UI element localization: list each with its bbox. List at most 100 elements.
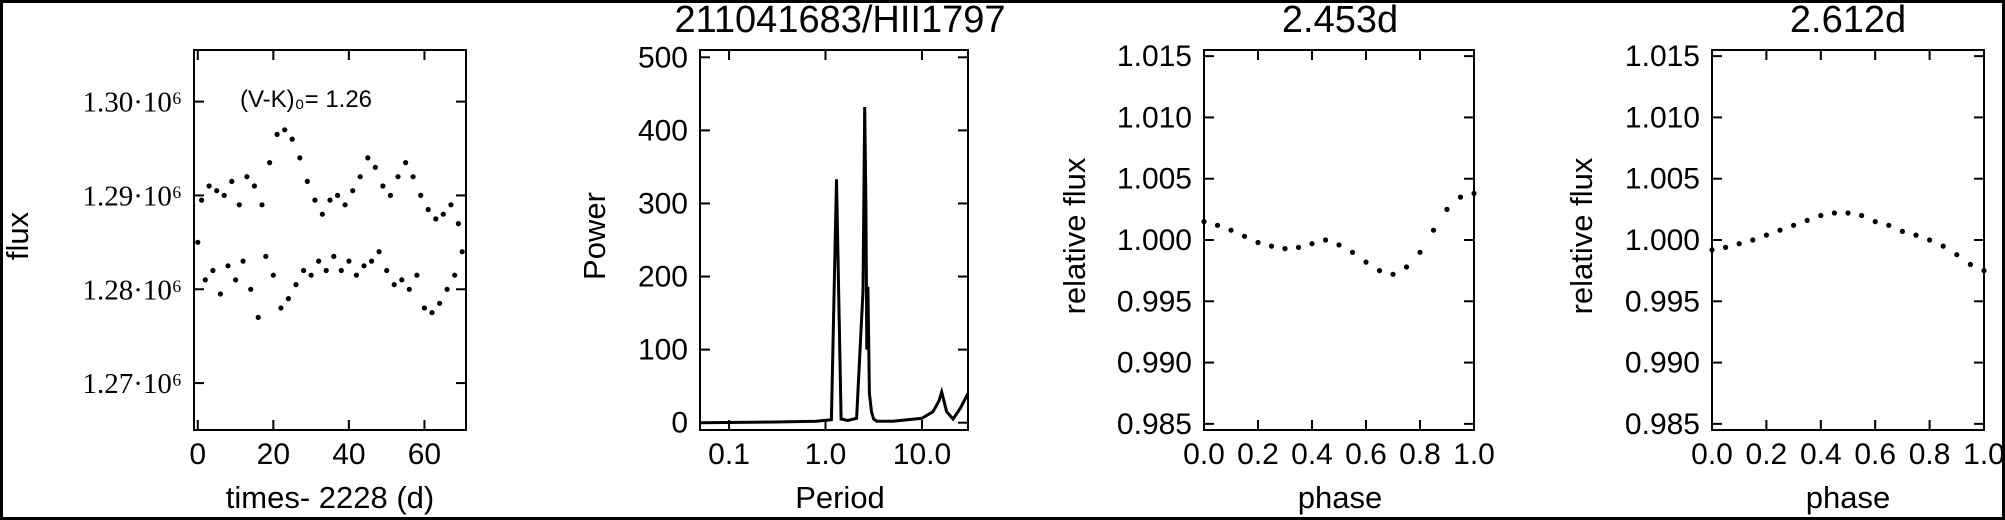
phase1-xtick-label: 0.6 [1345,438,1387,471]
lightcurve-data-point [387,192,393,198]
lightcurve-data-point [304,178,310,184]
lightcurve-ytick-label: 1.29·10⁶ [82,180,182,212]
phase1-data-point [1295,244,1302,250]
lightcurve-data-point [384,267,390,274]
lightcurve-annotation: (V-K)₀= 1.26 [240,86,372,113]
panel-periodogram: 211041683/HII1797 Power Period 0.1 1.0 10.… [577,0,1006,515]
phase1-ytick-label: 1.005 [1117,163,1192,196]
phase1-data-point [1228,227,1234,233]
lightcurve-data-point [406,286,412,292]
lightcurve-data-point [210,267,216,274]
phase1-ytick-label: 1.010 [1117,101,1192,134]
lightcurve-data-point [319,211,325,217]
lightcurve-data-point [255,314,261,320]
phase2-data-point [1967,261,1973,268]
lightcurve-xtick-label: 20 [257,438,290,471]
lightcurve-data-point [399,277,405,283]
phase1-data-point [1376,268,1383,274]
periodogram-ylabel: Power [577,192,612,280]
phase2-data-point [1750,237,1756,243]
phase1-xtick-label: 0.8 [1399,438,1441,471]
periodogram-ytick-label: 300 [638,187,688,220]
phase2-data-point [1804,217,1810,223]
lightcurve-data-point [214,188,220,194]
panel-phase2: 2.612d relative flux phase 0.0 0.2 0.4 0.6 0… [1564,0,2005,515]
lightcurve-data-point [274,131,280,137]
lightcurve-data-point [297,155,303,161]
phase2-data-point [1777,227,1783,233]
phase2-title: 2.612d [1790,0,1906,41]
lightcurve-data-point [372,164,378,170]
lightcurve-data-point [395,174,401,180]
periodogram-ytick-label: 100 [638,334,688,367]
phase2-data-point [1954,252,1960,258]
lightcurve-data-point [285,296,291,302]
lightcurve-data-point [346,258,352,264]
lightcurve-data-point [350,188,356,194]
phase2-ylabel: relative flux [1564,157,1599,314]
phase1-data-point [1363,259,1369,265]
panel-lightcurve: flux times- 2228 (d) (V-K)₀= 1.26 0 20 40 6… [0,49,467,515]
lightcurve-data-point [376,249,382,255]
phase2-data-point [1723,244,1729,250]
phase2-data-point [1763,232,1769,238]
lightcurve-plot: 0 20 40 60 1.27·10⁶ 1.28·10⁶ 1.29·10⁶ 1.30·10⁶ [82,49,467,471]
phase2-ytick-label: 0.985 [1625,408,1700,441]
lightcurve-data-point [301,267,307,274]
periodogram-xtick-label: 10.0 [893,438,951,471]
periodogram-ytick-label: 0 [671,407,688,440]
lightcurve-xtick-label: 40 [332,438,365,471]
phase2-xtick-label: 0.8 [1909,438,1951,471]
periodogram-xlabel: Period [795,480,885,515]
phase1-xlabel: phase [1298,480,1382,515]
lightcurve-xlabel: times- 2228 (d) [226,480,434,515]
lightcurve-ytick-label: 1.30·10⁶ [82,87,182,119]
phase2-ytick-label: 1.000 [1625,224,1700,257]
phase2-data-point [1709,247,1715,253]
phase2-xtick-label: 0.0 [1691,438,1733,471]
lightcurve-data-point [270,272,276,278]
phase1-data-point [1309,241,1315,247]
phase1-xtick-label: 0.2 [1237,438,1279,471]
phase2-xtick-label: 1.0 [1963,438,2005,471]
phase1-data-point [1322,237,1329,243]
lightcurve-data-point [327,197,333,203]
lightcurve-ytick-label: 1.27·10⁶ [82,368,182,400]
phase1-data-point [1268,243,1275,249]
lightcurve-data-point [240,258,246,264]
lightcurve-data-point [259,202,265,208]
periodogram-title: 211041683/HII1797 [674,0,1005,41]
lightcurve-data-point [335,192,341,198]
lightcurve-data-point [248,286,254,292]
phase1-title: 2.453d [1282,0,1398,41]
lightcurve-data-point [440,211,446,217]
lightcurve-data-point [425,206,431,213]
lightcurve-frame [193,49,467,431]
phase2-data-point [1927,237,1933,243]
periodogram-xtick-label: 0.1 [708,438,750,471]
lightcurve-data-point [357,174,363,180]
phase2-data-point [1940,243,1946,249]
phase2-xtick-label: 0.4 [1800,438,1842,471]
lightcurve-xtick-label: 60 [408,438,441,471]
lightcurve-data-point [410,174,416,180]
lightcurve-data-point [323,267,329,274]
phase1-data-point [1255,239,1261,246]
phase1-xtick-label: 1.0 [1453,438,1495,471]
lightcurve-data-point [338,267,344,274]
lightcurve-data-point [202,277,208,283]
lightcurve-data-point [452,272,458,278]
lightcurve-data-point [312,197,318,203]
phase1-data-point [1403,264,1410,270]
lightcurve-data-point [316,258,322,264]
lightcurve-data-point [342,202,348,208]
phase2-data-point [1913,232,1919,238]
periodogram-frame [699,49,969,431]
lightcurve-xtick-label: 0 [189,438,206,471]
lightcurve-data-point [199,197,205,203]
lightcurve-data-point [403,160,409,166]
lightcurve-data-point [331,253,337,259]
lightcurve-data-point [429,310,435,316]
phase2-data-point [1831,210,1837,216]
